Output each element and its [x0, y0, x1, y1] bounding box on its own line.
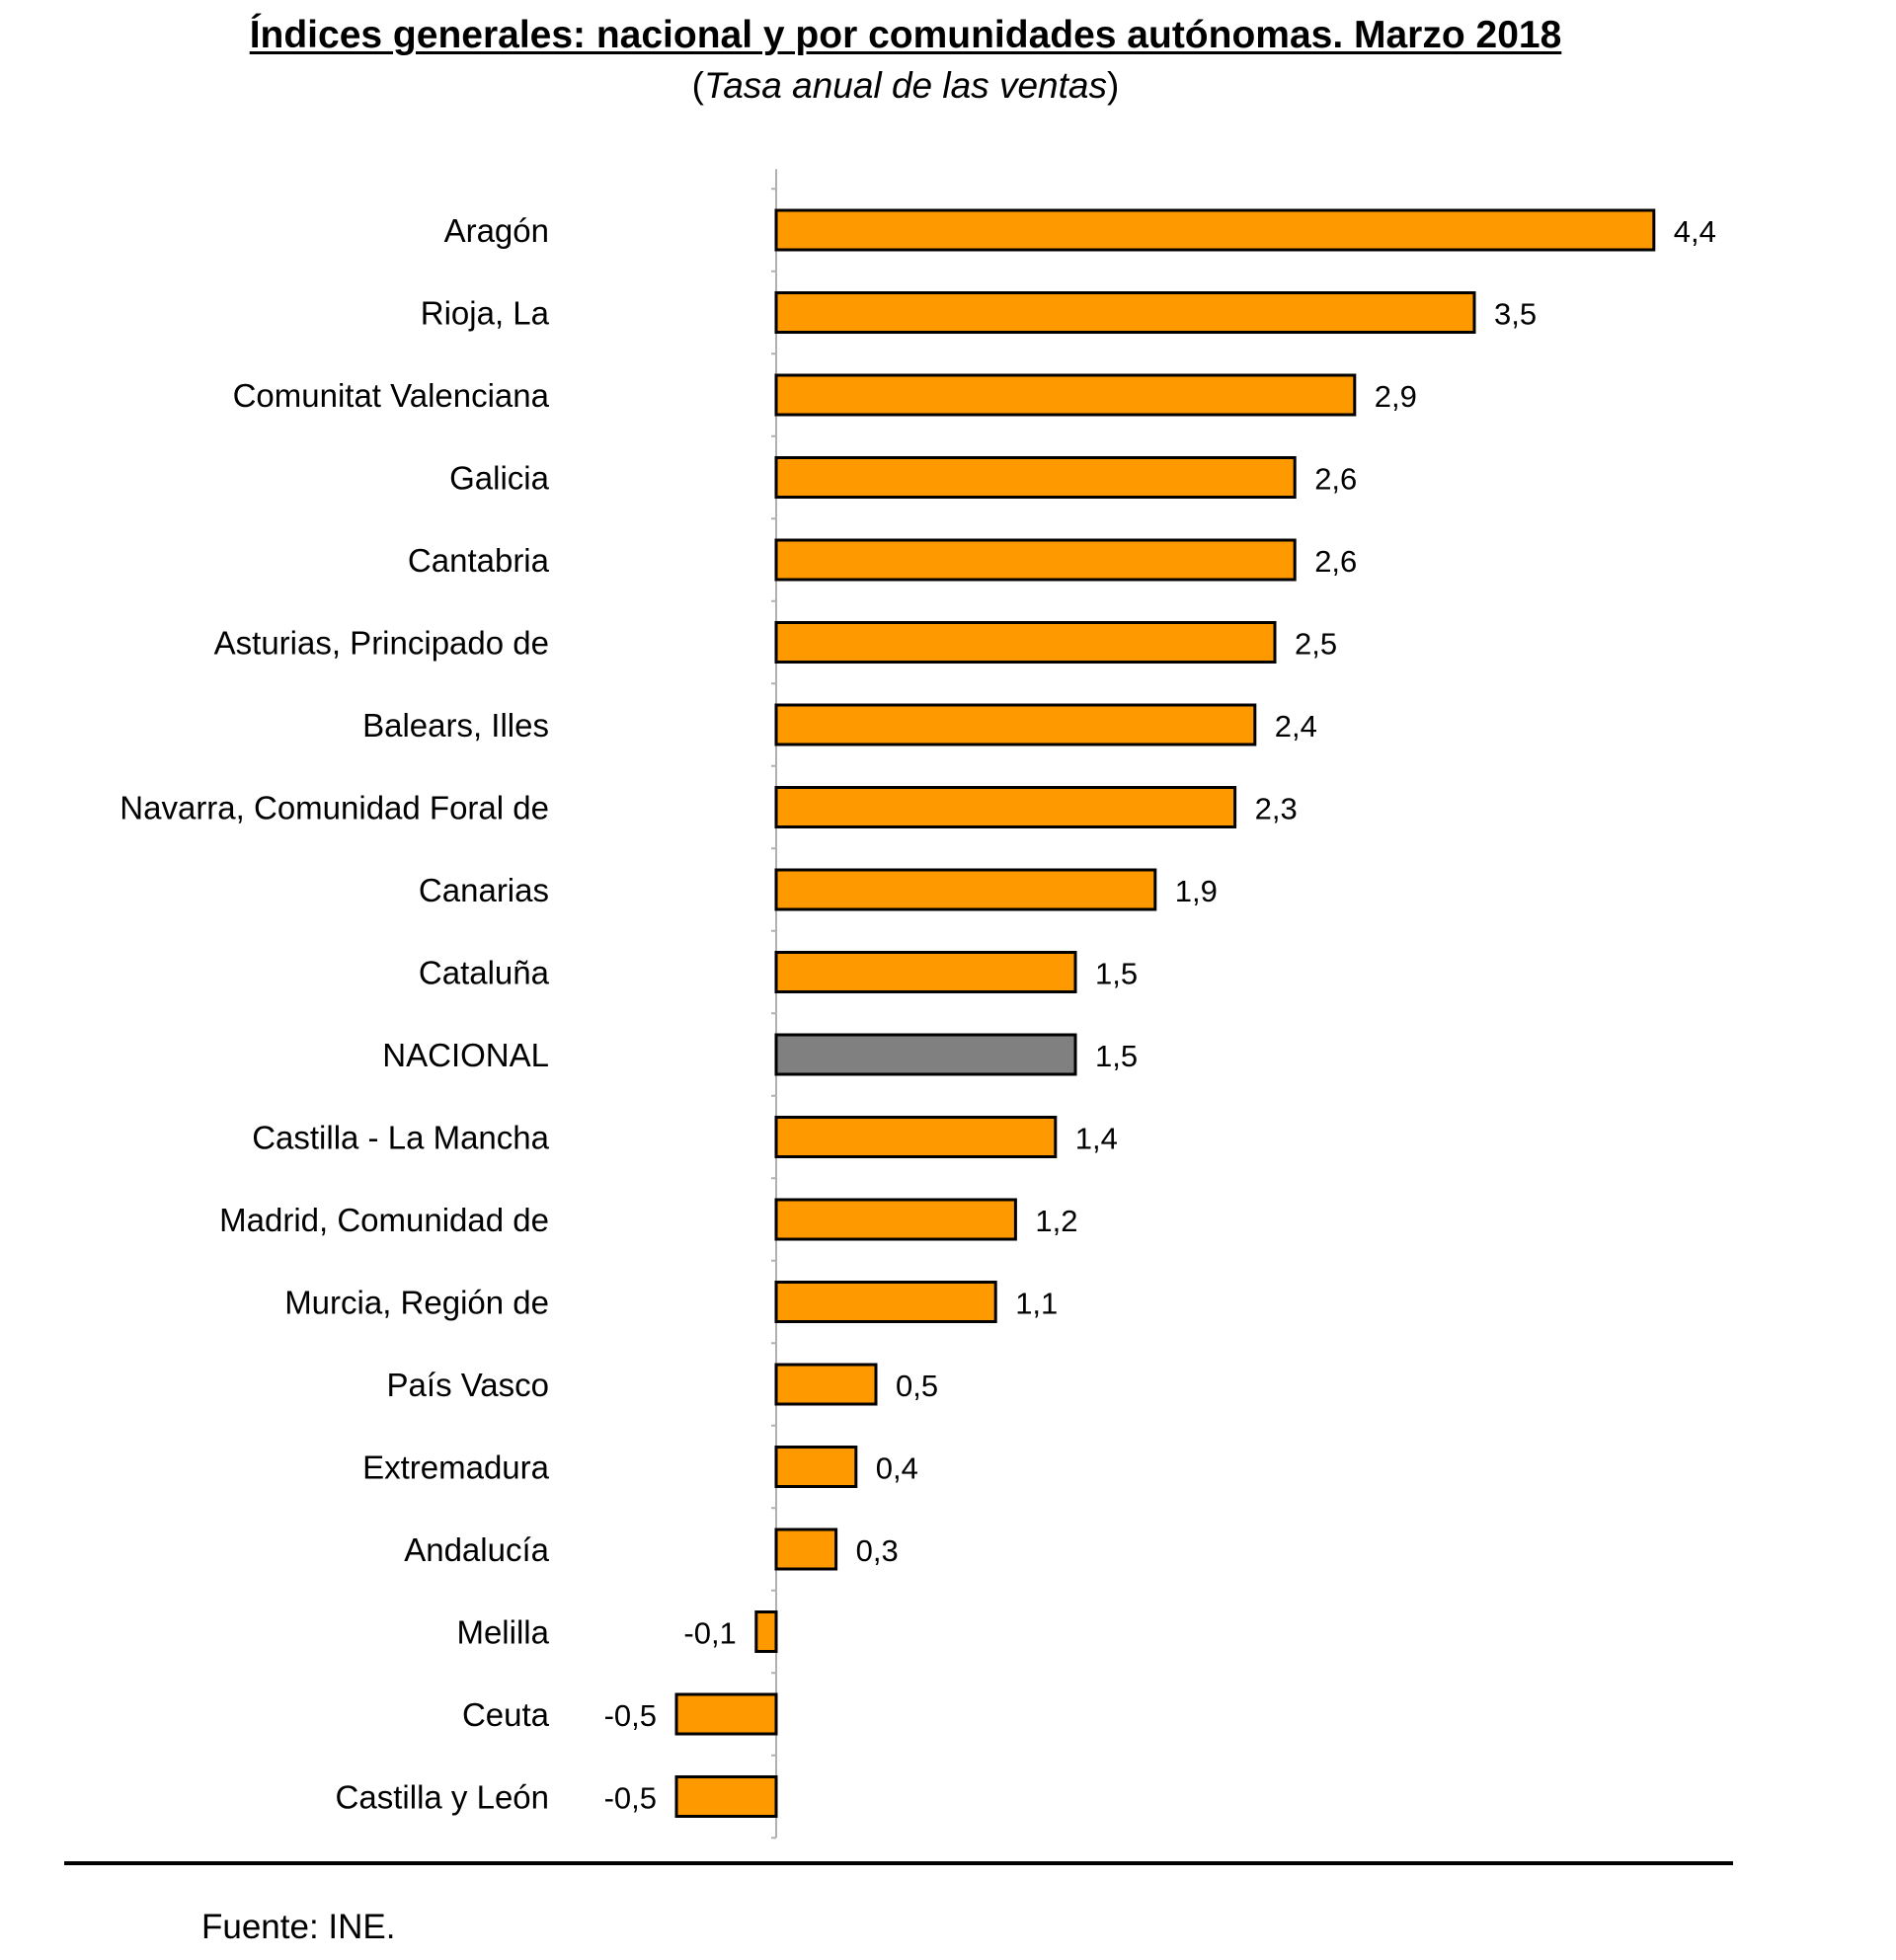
bar-cataluna [774, 951, 1077, 993]
bar-rioja-la [774, 291, 1476, 334]
category-label-extremadura: Extremadura [362, 1450, 550, 1486]
value-label-melilla: -0,1 [683, 1616, 736, 1651]
bar-castilla-y-leon [674, 1775, 778, 1818]
value-label-aragon: 4,4 [1674, 214, 1716, 249]
category-label-castilla-la-mancha: Castilla - La Mancha [252, 1120, 549, 1156]
bar-canarias [774, 868, 1157, 911]
value-label-navarra-comunidad-foral-de: 2,3 [1255, 792, 1298, 826]
bar-andalucia [774, 1528, 838, 1571]
bar-castilla-la-mancha [774, 1116, 1058, 1158]
category-label-madrid-comunidad-de: Madrid, Comunidad de [219, 1202, 549, 1238]
category-label-canarias: Canarias [419, 872, 549, 908]
bar-cantabria [774, 538, 1297, 582]
category-label-navarra-comunidad-foral-de: Navarra, Comunidad Foral de [119, 790, 549, 826]
category-label-galicia: Galicia [449, 460, 550, 497]
category-label-asturias-principado-de: Asturias, Principado de [214, 625, 549, 662]
bar-comunitat-valenciana [774, 373, 1357, 417]
category-label-castilla-y-leon: Castilla y León [336, 1779, 549, 1816]
chart-title: Índices generales: nacional y por comuni… [249, 14, 1562, 56]
category-label-murcia-region-de: Murcia, Región de [284, 1285, 549, 1321]
bar-aragon [774, 208, 1656, 252]
bar-navarra-comunidad-foral-de [774, 786, 1237, 828]
bar-balears-illes [774, 703, 1257, 746]
value-label-canarias: 1,9 [1175, 874, 1218, 908]
source-note: Fuente: INE. [201, 1908, 396, 1946]
category-label-nacional: NACIONAL [382, 1037, 549, 1073]
category-label-cantabria: Cantabria [408, 542, 550, 579]
bar-madrid-comunidad-de [774, 1198, 1017, 1241]
value-label-cataluna: 1,5 [1095, 957, 1138, 991]
bar-pais-vasco [774, 1363, 878, 1406]
bar-asturias-principado-de [774, 621, 1277, 664]
category-label-pais-vasco: País Vasco [387, 1367, 549, 1403]
value-label-murcia-region-de: 1,1 [1015, 1287, 1058, 1321]
category-label-aragon: Aragón [444, 212, 549, 249]
category-label-andalucia: Andalucía [404, 1531, 549, 1568]
category-label-ceuta: Ceuta [462, 1696, 550, 1733]
value-label-extremadura: 0,4 [876, 1451, 918, 1486]
category-label-cataluna: Cataluña [419, 955, 550, 991]
value-label-asturias-principado-de: 2,5 [1295, 627, 1337, 662]
category-label-rioja-la: Rioja, La [421, 295, 550, 332]
bar-ceuta [674, 1692, 778, 1736]
chart-subtitle: (Tasa anual de las ventas) [691, 65, 1120, 106]
bar-extremadura [774, 1446, 858, 1488]
bar-chart: Aragón 4,4 Rioja, La 3,5 Comunitat Valencian… [119, 169, 1716, 1840]
value-label-comunitat-valenciana: 2,9 [1375, 379, 1417, 414]
value-label-galicia: 2,6 [1314, 462, 1357, 497]
value-label-castilla-la-mancha: 1,4 [1075, 1122, 1118, 1156]
category-label-balears-illes: Balears, Illes [362, 707, 549, 744]
value-label-andalucia: 0,3 [856, 1533, 899, 1568]
value-label-rioja-la: 3,5 [1494, 297, 1537, 332]
value-label-cantabria: 2,6 [1314, 544, 1357, 579]
value-label-nacional: 1,5 [1095, 1039, 1138, 1073]
value-label-pais-vasco: 0,5 [896, 1369, 938, 1403]
value-label-madrid-comunidad-de: 1,2 [1035, 1204, 1077, 1238]
value-label-balears-illes: 2,4 [1275, 709, 1317, 744]
bar-murcia-region-de [774, 1281, 997, 1323]
bar-galicia [774, 456, 1297, 499]
category-label-comunitat-valenciana: Comunitat Valenciana [233, 377, 550, 414]
value-label-ceuta: -0,5 [604, 1698, 657, 1733]
value-label-castilla-y-leon: -0,5 [604, 1781, 657, 1816]
bar-nacional [774, 1033, 1077, 1076]
category-label-melilla: Melilla [456, 1614, 549, 1651]
bar-melilla [754, 1610, 778, 1653]
bottom-rule [64, 1861, 1733, 1865]
